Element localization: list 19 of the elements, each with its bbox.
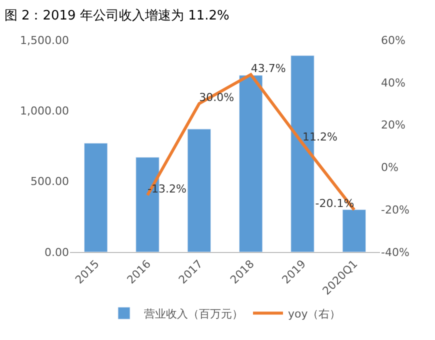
y-tick-label: 1,000.00 (20, 104, 69, 118)
chart-title: 图 2：2019 年公司收入增速为 11.2% (4, 8, 230, 24)
y-tick-label: 0.00 (44, 246, 69, 259)
data-label: 43.7% (250, 62, 286, 75)
y2-tick-label: 40% (381, 76, 406, 90)
legend-label: 营业收入（百万元） (144, 307, 243, 320)
y-tick-label: 1,500.00 (20, 34, 69, 47)
bar (84, 142, 108, 252)
bar (238, 75, 263, 252)
line-series (146, 73, 356, 212)
bar (187, 128, 212, 252)
bar (342, 209, 366, 252)
y-tick-label: 500.00 (30, 175, 69, 188)
y2-tick-label: -20% (381, 203, 410, 216)
y2-tick-label: 0% (381, 161, 398, 174)
y2-tick-label: 60% (381, 34, 406, 47)
legend-label: yoy（右） (288, 307, 341, 320)
y2-tick-label: -40% (381, 246, 410, 259)
y2-tick-label: 20% (381, 118, 406, 132)
